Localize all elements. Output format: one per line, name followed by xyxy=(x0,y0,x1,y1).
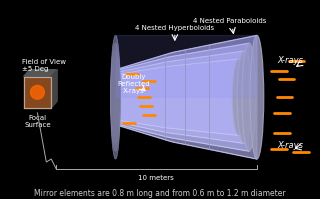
Text: X-rays: X-rays xyxy=(277,56,303,65)
Ellipse shape xyxy=(111,59,120,136)
Text: 4 Nested Hyperboloids: 4 Nested Hyperboloids xyxy=(135,24,214,30)
Ellipse shape xyxy=(250,35,264,159)
Text: X-rays: X-rays xyxy=(277,141,303,150)
Text: Focal
Surface: Focal Surface xyxy=(24,115,51,128)
Polygon shape xyxy=(24,70,57,77)
Polygon shape xyxy=(24,77,51,108)
Polygon shape xyxy=(116,43,249,151)
Polygon shape xyxy=(116,35,257,159)
Polygon shape xyxy=(116,59,239,136)
Text: 4 Nested Paraboloids: 4 Nested Paraboloids xyxy=(193,18,266,24)
Polygon shape xyxy=(51,70,57,108)
Text: 10 meters: 10 meters xyxy=(138,175,174,181)
Text: Mirror elements are 0.8 m long and from 0.6 m to 1.2 m diameter: Mirror elements are 0.8 m long and from … xyxy=(34,188,286,198)
Ellipse shape xyxy=(232,59,246,136)
Ellipse shape xyxy=(111,43,120,151)
Ellipse shape xyxy=(242,43,256,151)
Polygon shape xyxy=(24,77,51,108)
Text: Field of View
±5 Deg: Field of View ±5 Deg xyxy=(21,59,66,72)
Ellipse shape xyxy=(111,51,120,143)
Polygon shape xyxy=(116,35,257,97)
Circle shape xyxy=(30,85,44,99)
Text: Doubly
Reflected
X-rays: Doubly Reflected X-rays xyxy=(117,74,150,94)
Ellipse shape xyxy=(237,51,251,143)
Ellipse shape xyxy=(111,35,120,159)
Polygon shape xyxy=(116,51,244,143)
